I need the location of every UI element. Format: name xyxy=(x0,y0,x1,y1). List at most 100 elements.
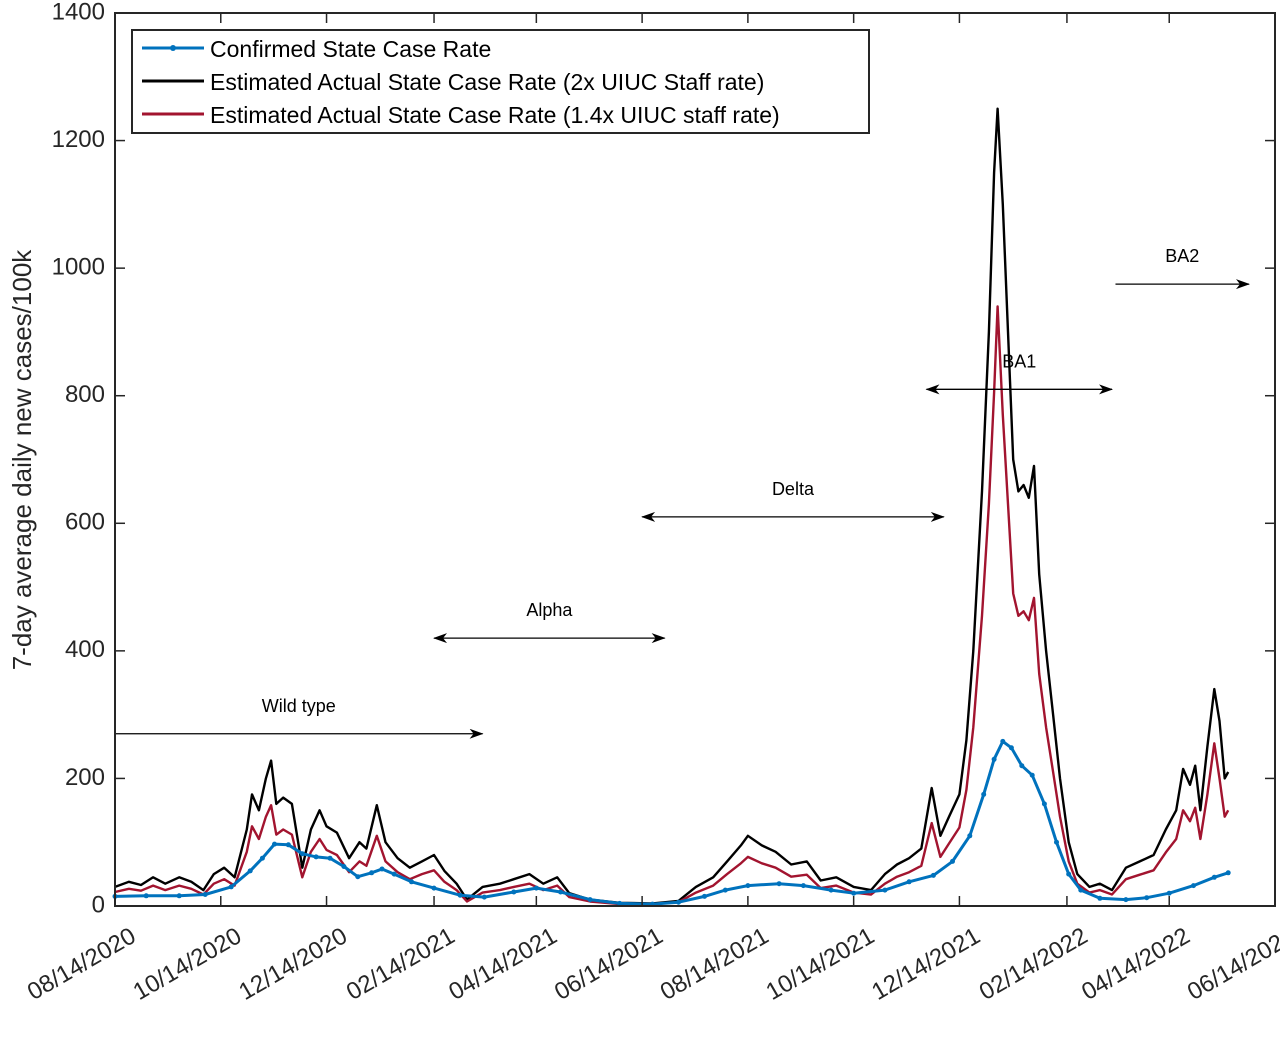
x-tick-label: 10/14/2021 xyxy=(762,922,880,1005)
data-point xyxy=(1166,890,1172,896)
series-estimated-1-4x xyxy=(114,305,1230,906)
data-point xyxy=(1144,895,1150,901)
data-point xyxy=(1123,897,1129,903)
series-estimated-2x xyxy=(114,107,1230,905)
data-point xyxy=(313,854,319,860)
x-tick-label: 08/14/2020 xyxy=(23,922,141,1005)
x-tick-label: 06/14/2021 xyxy=(550,922,668,1005)
annotation-label: Alpha xyxy=(526,600,573,620)
legend-label-confirmed: Confirmed State Case Rate xyxy=(210,36,491,62)
x-tick-label: 08/14/2021 xyxy=(656,922,774,1005)
data-point xyxy=(511,889,517,895)
series-confirmed xyxy=(112,738,1231,907)
data-point xyxy=(228,884,234,890)
y-tick-label: 1200 xyxy=(52,126,105,153)
legend-label-estimated-2x: Estimated Actual State Case Rate (2x UIU… xyxy=(210,69,764,95)
legend: Confirmed State Case Rate Estimated Actu… xyxy=(131,29,870,134)
annotation-ba2: BA2 xyxy=(1115,246,1250,290)
data-point xyxy=(1019,763,1025,769)
annotation-alpha: Alpha xyxy=(433,600,666,644)
data-point xyxy=(1054,839,1059,845)
data-point xyxy=(409,879,414,885)
annotation-layer: Wild type Alpha Delta BA1 BA2 xyxy=(115,246,1250,739)
data-point xyxy=(1097,895,1103,901)
data-point xyxy=(431,885,437,891)
data-point xyxy=(722,887,728,893)
y-tick-label: 400 xyxy=(65,636,105,663)
x-tick-label: 04/14/2022 xyxy=(1077,922,1195,1005)
data-point xyxy=(1041,801,1047,807)
data-point xyxy=(391,871,397,877)
data-point xyxy=(676,899,681,905)
y-tick-label: 800 xyxy=(65,381,105,408)
data-point xyxy=(327,855,333,861)
data-point xyxy=(355,874,361,880)
data-point xyxy=(299,851,305,857)
y-tick-label: 600 xyxy=(65,509,105,536)
data-point xyxy=(481,894,487,900)
annotation-label: Wild type xyxy=(262,696,336,716)
data-point xyxy=(1225,870,1231,876)
data-point xyxy=(1008,745,1014,751)
data-point xyxy=(930,872,936,878)
x-tick-label: 06/14/2022 xyxy=(1183,922,1280,1005)
data-point xyxy=(176,893,182,899)
data-point xyxy=(1078,887,1084,893)
data-point xyxy=(828,887,834,893)
data-point xyxy=(558,889,564,895)
x-tick-label: 02/14/2022 xyxy=(975,922,1093,1005)
data-point xyxy=(259,855,265,861)
data-point xyxy=(851,890,857,896)
x-tick-label: 10/14/2020 xyxy=(129,922,247,1005)
x-tick-label: 12/14/2021 xyxy=(867,922,985,1005)
annotation-label: BA1 xyxy=(1002,351,1036,371)
annotation-delta: Delta xyxy=(641,479,945,522)
series-layer xyxy=(112,107,1231,907)
data-point xyxy=(533,885,539,891)
y-axis-label: 7-day average daily new cases/100k xyxy=(7,249,37,671)
annotation-wild-type: Wild type xyxy=(115,696,484,739)
data-point xyxy=(967,833,973,839)
data-point xyxy=(202,892,208,897)
data-point xyxy=(369,870,375,876)
y-tick-label: 1400 xyxy=(52,0,105,25)
data-point xyxy=(882,887,888,893)
y-tick-label: 0 xyxy=(92,891,105,918)
data-point xyxy=(379,866,385,872)
plot-background xyxy=(115,13,1275,906)
data-point xyxy=(587,897,593,903)
data-point xyxy=(1000,738,1006,744)
data-point xyxy=(906,879,912,885)
annotation-label: Delta xyxy=(772,479,815,499)
annotation-ba1: BA1 xyxy=(925,351,1114,395)
data-point xyxy=(1066,871,1072,877)
data-point xyxy=(457,892,463,898)
data-point xyxy=(617,900,623,906)
y-tick-label: 200 xyxy=(65,764,105,791)
data-point xyxy=(285,842,291,848)
series-line xyxy=(114,107,1230,905)
data-point xyxy=(143,893,149,899)
data-point xyxy=(341,864,347,869)
data-point xyxy=(1211,874,1217,880)
data-point xyxy=(991,756,997,762)
data-point xyxy=(702,893,707,899)
y-tick-label: 1000 xyxy=(52,253,105,280)
data-point xyxy=(1191,883,1196,889)
legend-marker-confirmed xyxy=(170,45,176,51)
legend-label-estimated-1-4x: Estimated Actual State Case Rate (1.4x U… xyxy=(210,102,780,128)
plot-frame xyxy=(114,12,1276,907)
data-point xyxy=(247,868,253,874)
data-point xyxy=(1029,772,1035,778)
data-point xyxy=(272,841,277,847)
x-tick-label: 04/14/2021 xyxy=(444,922,562,1005)
data-point xyxy=(745,883,751,889)
legend-box xyxy=(131,29,870,134)
annotation-label: BA2 xyxy=(1165,246,1199,266)
series-line xyxy=(114,305,1230,906)
data-point xyxy=(800,883,806,889)
x-tick-label: 02/14/2021 xyxy=(342,922,460,1005)
x-tick-label: 12/14/2020 xyxy=(234,922,352,1005)
